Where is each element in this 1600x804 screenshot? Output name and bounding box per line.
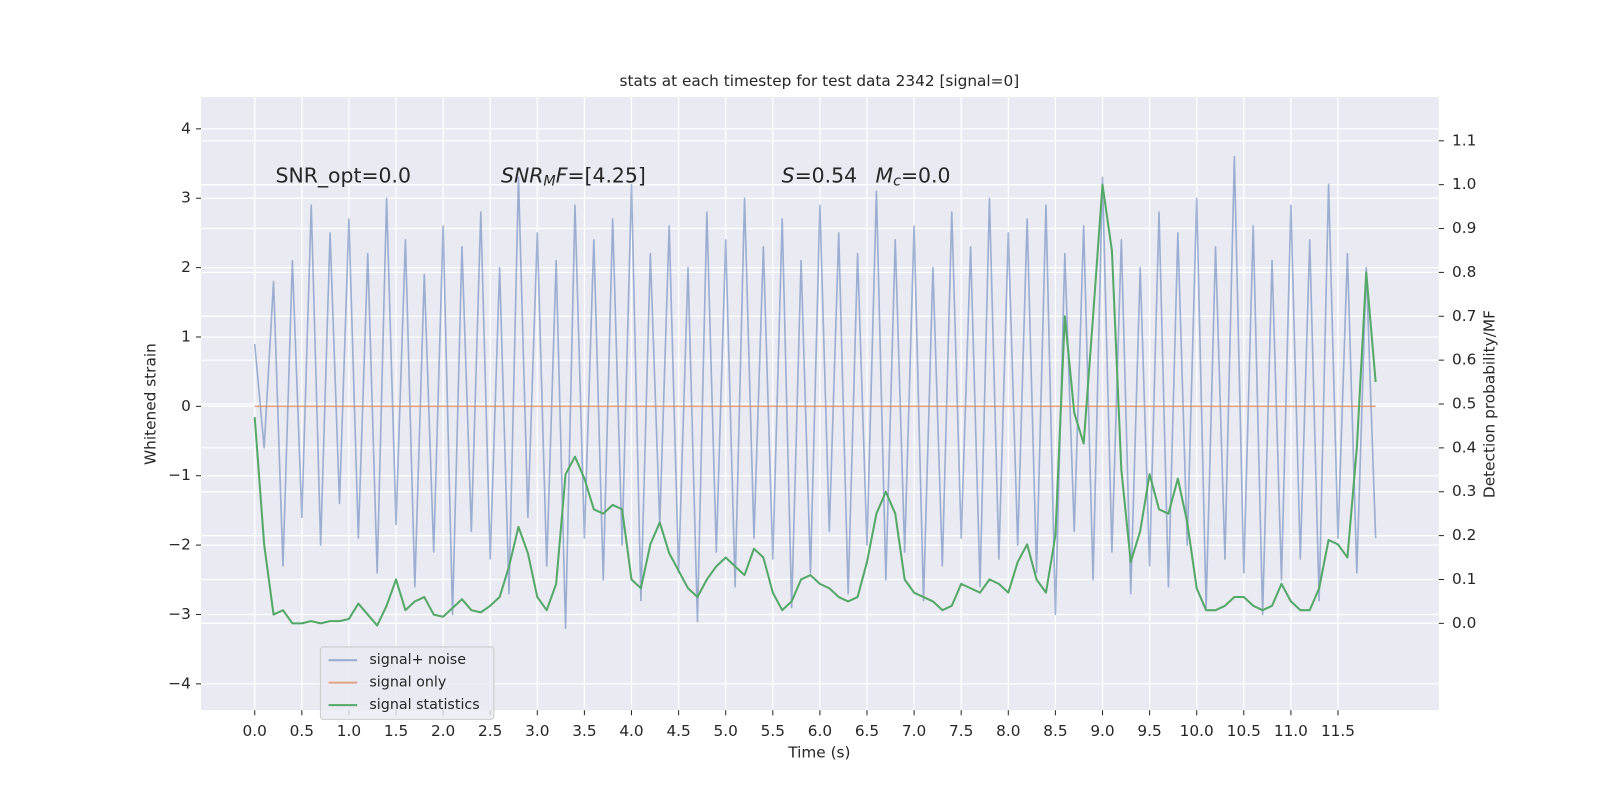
y2-tick-label: 0.3 [1452, 482, 1476, 500]
x-tick-label: 11.5 [1321, 722, 1355, 740]
legend-label: signal only [369, 675, 446, 691]
annotation: S=0.54 [782, 164, 857, 188]
legend-label: signal statistics [369, 697, 479, 713]
x-tick-label: 11.0 [1274, 722, 1308, 740]
annotation-part: M [876, 164, 894, 188]
y2-tick-label: 0.1 [1452, 570, 1476, 588]
y-axis-label: Whitened strain [142, 343, 160, 465]
annotation-part: S [782, 164, 795, 188]
annotation: Mc=0.0 [876, 164, 951, 190]
x-tick-label: 4.5 [666, 722, 690, 740]
x-tick-label: 0.0 [243, 722, 267, 740]
x-tick-label: 5.5 [761, 722, 785, 740]
series-line [253, 183, 1377, 627]
annotation-part: =0.0 [901, 164, 951, 188]
marks [253, 155, 1377, 630]
y2-tick-label: 0.6 [1452, 351, 1476, 369]
y-tick-label: 1 [181, 327, 191, 345]
annotation-part: F [556, 164, 568, 188]
y2-tick-label: 1.1 [1452, 131, 1476, 149]
x-tick-label: 2.5 [478, 722, 502, 740]
x-tick-label: 8.0 [996, 722, 1020, 740]
x-tick-label: 1.5 [384, 722, 408, 740]
annotation-part: M [543, 174, 555, 190]
chart-title: stats at each timestep for test data 234… [620, 72, 1020, 90]
x-tick-label: 10.5 [1227, 722, 1261, 740]
x-tick-label: 3.0 [525, 722, 549, 740]
y2-tick-label: 0.4 [1452, 438, 1476, 456]
x-tick-label: 0.5 [290, 722, 314, 740]
annotation: SNRMF=[4.25] [501, 164, 646, 190]
y2-tick-label: 0.2 [1452, 526, 1476, 544]
annotation-part: c [893, 174, 901, 190]
y2-tick-label: 0.0 [1452, 614, 1476, 632]
y-tick-label: −4 [168, 674, 191, 692]
y-tick-label: 4 [181, 119, 191, 137]
y2-tick-label: 0.9 [1452, 219, 1476, 237]
annotation: SNR_opt=0.0 [276, 164, 412, 189]
x-tick-label: 2.0 [431, 722, 455, 740]
x-tick-label: 9.5 [1137, 722, 1161, 740]
x-tick-label: 1.0 [337, 722, 361, 740]
series-line [253, 155, 1377, 630]
legend-box [319, 646, 495, 720]
x-tick-label: 6.5 [855, 722, 879, 740]
x-tick-label: 7.0 [902, 722, 926, 740]
x-tick-label: 6.0 [808, 722, 832, 740]
x-tick-label: 5.0 [714, 722, 738, 740]
y2-tick-label: 1.0 [1452, 175, 1476, 193]
x-tick-label: 9.0 [1090, 722, 1114, 740]
y-tick-label: −1 [168, 466, 191, 484]
y2-tick-label: 0.5 [1452, 395, 1476, 413]
y-tick-label: 3 [181, 189, 191, 207]
legend-label: signal+ noise [369, 652, 466, 668]
x-tick-label: 3.5 [572, 722, 596, 740]
annotation-part: =[4.25] [567, 164, 645, 188]
y2-axis-label: Detection probability/MF [1480, 310, 1498, 498]
annotation-part: SNR_opt=0.0 [276, 164, 412, 189]
y-tick-label: −3 [168, 605, 191, 623]
x-tick-label: 10.0 [1180, 722, 1214, 740]
x-axis-label: Time (s) [787, 744, 850, 762]
y-tick-label: −2 [168, 536, 191, 554]
x-tick-label: 7.5 [949, 722, 973, 740]
y-tick-label: 0 [181, 397, 191, 415]
x-tick-label: 4.0 [619, 722, 643, 740]
y-tick-label: 2 [181, 258, 191, 276]
y2-tick-label: 0.8 [1452, 263, 1476, 281]
y2-tick-label: 0.7 [1452, 307, 1476, 325]
annotation-part: =0.54 [795, 164, 858, 188]
annotation-part: SNR [501, 164, 543, 188]
x-tick-label: 8.5 [1043, 722, 1067, 740]
